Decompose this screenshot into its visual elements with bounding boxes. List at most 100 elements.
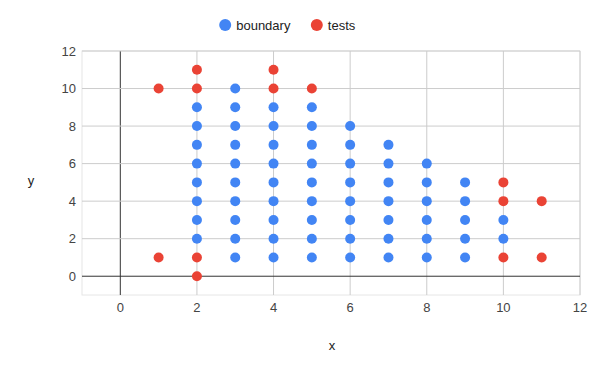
point: [269, 196, 279, 206]
series-boundary: [192, 84, 508, 263]
point: [383, 159, 393, 169]
point: [383, 252, 393, 262]
chart: 024681012024681012xyboundarytests: [0, 0, 600, 371]
point: [422, 196, 432, 206]
point: [230, 84, 240, 94]
point: [307, 121, 317, 131]
point: [537, 196, 547, 206]
point: [460, 215, 470, 225]
point: [345, 196, 355, 206]
legend-swatch: [311, 19, 323, 31]
point: [192, 140, 202, 150]
point: [422, 177, 432, 187]
point: [307, 215, 317, 225]
point: [269, 159, 279, 169]
point: [230, 159, 240, 169]
plot-frame: [82, 51, 580, 295]
point: [422, 159, 432, 169]
point: [383, 177, 393, 187]
point: [383, 234, 393, 244]
point: [192, 196, 202, 206]
point: [383, 215, 393, 225]
point: [269, 65, 279, 75]
x-tick-label: 0: [117, 300, 124, 315]
point: [307, 140, 317, 150]
point: [345, 121, 355, 131]
point: [192, 102, 202, 112]
point: [230, 140, 240, 150]
y-tick-label: 12: [62, 44, 76, 59]
x-tick-label: 12: [573, 300, 587, 315]
series-tests: [154, 65, 547, 281]
point: [498, 252, 508, 262]
point: [307, 84, 317, 94]
point: [383, 140, 393, 150]
point: [269, 102, 279, 112]
legend-swatch: [219, 19, 231, 31]
marks: [154, 65, 547, 281]
point: [498, 215, 508, 225]
y-tick-label: 4: [69, 194, 76, 209]
point: [192, 252, 202, 262]
point: [460, 252, 470, 262]
x-axis-title: x: [329, 338, 336, 353]
x-tick-label: 10: [496, 300, 510, 315]
x-baseline: [120, 51, 121, 295]
y-tick-label: 8: [69, 119, 76, 134]
y-grid-line: [82, 51, 580, 52]
point: [307, 252, 317, 262]
point: [307, 159, 317, 169]
point: [230, 196, 240, 206]
y-axis-title: y: [28, 173, 35, 188]
point: [192, 234, 202, 244]
point: [460, 196, 470, 206]
legend-label: tests: [328, 18, 356, 33]
point: [269, 252, 279, 262]
point: [154, 84, 164, 94]
point: [192, 159, 202, 169]
point: [192, 84, 202, 94]
point: [230, 215, 240, 225]
point: [307, 234, 317, 244]
x-grid-line: [580, 51, 581, 295]
point: [192, 121, 202, 131]
point: [498, 234, 508, 244]
point: [345, 215, 355, 225]
point: [269, 121, 279, 131]
legend: boundarytests: [219, 18, 356, 33]
point: [192, 177, 202, 187]
point: [192, 215, 202, 225]
point: [269, 215, 279, 225]
point: [230, 102, 240, 112]
point: [230, 177, 240, 187]
x-tick-label: 8: [423, 300, 430, 315]
y-baseline: [82, 276, 580, 277]
point: [307, 102, 317, 112]
point: [383, 196, 393, 206]
point: [230, 252, 240, 262]
point: [498, 177, 508, 187]
point: [269, 177, 279, 187]
y-grid-line: [82, 126, 580, 127]
point: [345, 177, 355, 187]
point: [154, 252, 164, 262]
point: [269, 84, 279, 94]
y-tick-label: 2: [69, 231, 76, 246]
y-tick-label: 6: [69, 156, 76, 171]
x-tick-label: 6: [347, 300, 354, 315]
point: [422, 215, 432, 225]
point: [269, 140, 279, 150]
point: [460, 177, 470, 187]
point: [498, 196, 508, 206]
point: [192, 65, 202, 75]
point: [345, 252, 355, 262]
x-tick-label: 4: [270, 300, 277, 315]
point: [307, 177, 317, 187]
point: [460, 234, 470, 244]
point: [230, 234, 240, 244]
point: [269, 234, 279, 244]
grid: [82, 51, 580, 295]
point: [537, 252, 547, 262]
y-grid-line: [82, 163, 580, 164]
point: [422, 252, 432, 262]
